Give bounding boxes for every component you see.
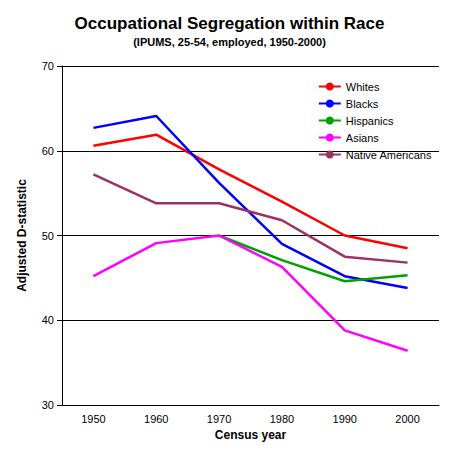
svg-text:Blacks: Blacks	[346, 98, 379, 110]
svg-text:30: 30	[42, 399, 54, 411]
svg-text:(IPUMS, 25-54, employed, 1950-: (IPUMS, 25-54, employed, 1950-2000)	[133, 36, 326, 48]
svg-text:Occupational Segregation withi: Occupational Segregation within Race	[75, 14, 385, 33]
svg-text:40: 40	[42, 314, 54, 326]
svg-text:Asians: Asians	[346, 132, 380, 144]
svg-text:70: 70	[42, 60, 54, 72]
svg-text:Native Americans: Native Americans	[346, 149, 432, 161]
svg-text:1970: 1970	[207, 413, 231, 425]
svg-text:Hispanics: Hispanics	[346, 115, 394, 127]
svg-text:1980: 1980	[270, 413, 294, 425]
svg-text:2000: 2000	[395, 413, 419, 425]
svg-text:50: 50	[42, 230, 54, 242]
svg-text:Adjusted D-statistic: Adjusted D-statistic	[15, 179, 29, 292]
svg-text:60: 60	[42, 145, 54, 157]
svg-text:Census year: Census year	[215, 428, 287, 442]
svg-text:1960: 1960	[144, 413, 168, 425]
svg-text:1990: 1990	[333, 413, 357, 425]
svg-text:1950: 1950	[81, 413, 105, 425]
svg-text:Whites: Whites	[346, 81, 380, 93]
